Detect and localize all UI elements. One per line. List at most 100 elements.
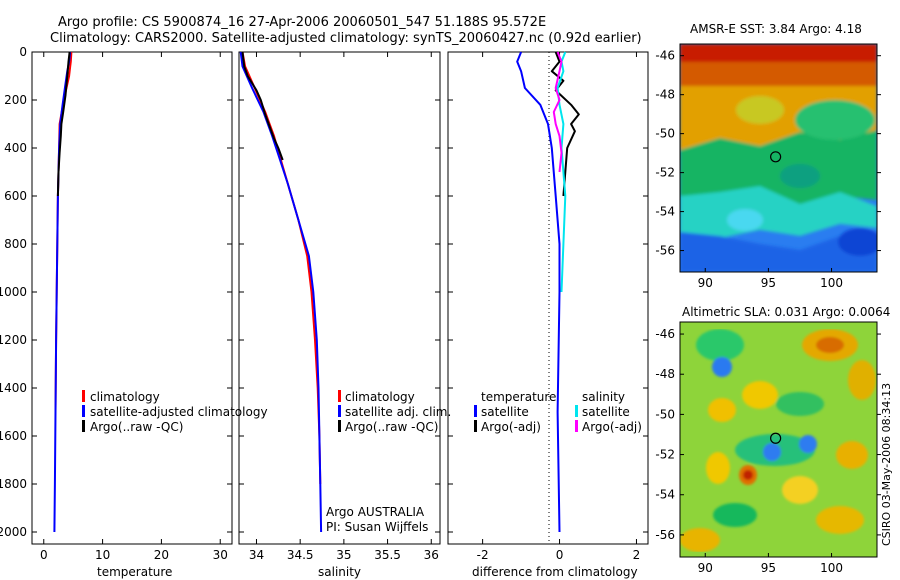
series-line-argo-raw-qc- bbox=[241, 51, 284, 161]
map-x-tick-label: 90 bbox=[698, 276, 713, 290]
x-tick-label: 0 bbox=[556, 548, 564, 562]
temperature-lines bbox=[53, 51, 73, 533]
legend-swatch-argo bbox=[82, 420, 85, 432]
y-tick-label: 1400 bbox=[0, 381, 27, 395]
legend-sal-argo: Argo(-adj) bbox=[582, 420, 642, 434]
legend-temp-argo: Argo(-adj) bbox=[481, 420, 541, 434]
x-tick-label: 20 bbox=[154, 548, 169, 562]
salinity-axes-frame bbox=[238, 51, 441, 545]
csiro-timestamp: CSIRO 03-May-2006 08:34:13 bbox=[880, 383, 893, 546]
map-x-tick-label: 95 bbox=[761, 276, 776, 290]
sla-map-title: Altimetric SLA: 0.031 Argo: 0.0064 bbox=[682, 305, 890, 319]
y-tick-label: 1000 bbox=[0, 285, 27, 299]
y-tick-label: 1800 bbox=[0, 477, 27, 491]
map-x-tick-label: 100 bbox=[820, 561, 843, 575]
y-tick-label: 1600 bbox=[0, 429, 27, 443]
legend-salinity-heading: salinity bbox=[582, 390, 625, 404]
map-y-tick-label: -54 bbox=[655, 488, 675, 502]
series-line-climatology bbox=[241, 51, 322, 485]
x-tick-label: 36 bbox=[424, 548, 439, 562]
series-line-argo-raw-qc- bbox=[56, 51, 71, 197]
map-y-tick-label: -56 bbox=[655, 528, 675, 542]
legend-swatch-temp-satellite bbox=[474, 405, 477, 417]
sst-map-field bbox=[680, 44, 877, 272]
series-line-salinity-argo-adj- bbox=[552, 51, 563, 173]
temperature-ticks: 0 10 20 30 0 200 400 600 800 1000 1200 1400 1600 1800… bbox=[0, 45, 232, 562]
sla-map-frame bbox=[679, 321, 878, 558]
legend-swatch-climatology bbox=[82, 390, 85, 402]
y-tick-label: 800 bbox=[4, 237, 27, 251]
map-y-tick-label: -48 bbox=[655, 88, 675, 102]
salinity-panel: 34 34.5 35 35.5 36 salinity climatology sate… bbox=[238, 51, 451, 579]
annotation-argo-australia: Argo AUSTRALIA bbox=[326, 505, 425, 519]
sla-map-field bbox=[680, 329, 876, 552]
difference-lines bbox=[516, 51, 580, 533]
sst-map-frame bbox=[679, 43, 878, 273]
temperature-axes-frame bbox=[31, 51, 233, 545]
legend-swatch-temp-argo bbox=[474, 420, 477, 432]
header-line2: Climatology: CARS2000. Satellite-adjuste… bbox=[50, 31, 642, 46]
y-tick-label: 1200 bbox=[0, 333, 27, 347]
series-line-salinity-satellite bbox=[556, 51, 567, 293]
y-tick-label: 400 bbox=[4, 141, 27, 155]
map-y-tick-label: -46 bbox=[655, 327, 675, 341]
legend-swatch-satellite bbox=[338, 405, 341, 417]
difference-xlabel: difference from climatology bbox=[472, 565, 638, 579]
y-tick-label: 0 bbox=[19, 45, 27, 59]
y-tick-label: 200 bbox=[4, 93, 27, 107]
legend-temperature-heading: temperature bbox=[481, 390, 556, 404]
salinity-xlabel: salinity bbox=[318, 565, 361, 579]
legend-swatch-satellite bbox=[82, 405, 85, 417]
legend-argo: Argo(..raw -QC) bbox=[90, 420, 183, 434]
y-tick-label: 600 bbox=[4, 189, 27, 203]
header-line1: Argo profile: CS 5900874_16 27-Apr-2006 … bbox=[58, 15, 546, 30]
temperature-panel: 0 10 20 30 0 200 400 600 800 1000 1200 1400 1600 1800… bbox=[0, 45, 268, 579]
map-y-tick-label: -52 bbox=[655, 166, 675, 180]
map-y-tick-label: -50 bbox=[655, 127, 675, 141]
difference-legend: temperature satellite Argo(-adj) salinit… bbox=[474, 390, 642, 434]
legend-climatology: climatology bbox=[90, 390, 160, 404]
x-tick-label: 10 bbox=[95, 548, 110, 562]
sla-map-image bbox=[680, 322, 877, 557]
legend-swatch-argo bbox=[338, 420, 341, 432]
sst-map-ticks: 90 95 100 -46 -48 -50 -52 -54 -56 bbox=[655, 49, 881, 290]
temperature-legend: climatology satellite-adjusted climatolo… bbox=[82, 390, 268, 434]
legend-climatology: climatology bbox=[345, 390, 415, 404]
series-line-temperature-satellite bbox=[516, 51, 561, 533]
map-y-tick-label: -52 bbox=[655, 448, 675, 462]
difference-axes-frame bbox=[447, 51, 649, 545]
legend-temp-satellite: satellite bbox=[481, 405, 529, 419]
x-tick-label: 2 bbox=[633, 548, 641, 562]
sla-map-panel: Altimetric SLA: 0.031 Argo: 0.0064 bbox=[655, 305, 890, 575]
x-tick-label: 34 bbox=[249, 548, 264, 562]
map-y-tick-label: -46 bbox=[655, 49, 675, 63]
series-line-temperature-argo-adj- bbox=[550, 51, 580, 197]
difference-panel: -2 0 2 difference from climatology tempera… bbox=[447, 51, 649, 579]
legend-swatch-sal-satellite bbox=[575, 405, 578, 417]
salinity-legend: climatology satellite adj. clim. Argo(..… bbox=[338, 390, 451, 434]
x-tick-label: 35.5 bbox=[374, 548, 401, 562]
series-line-satellite-adj-clim- bbox=[239, 51, 323, 533]
legend-swatch-sal-argo bbox=[575, 420, 578, 432]
annotation-pi: PI: Susan Wijffels bbox=[326, 520, 428, 534]
x-tick-label: -2 bbox=[477, 548, 489, 562]
map-y-tick-label: -50 bbox=[655, 407, 675, 421]
salinity-ticks: 34 34.5 35 35.5 36 bbox=[239, 51, 440, 562]
y-tick-label: 2000 bbox=[0, 525, 27, 539]
sst-map-panel: AMSR-E SST: 3.84 Argo: 4.18 90 95 100 -46 -4… bbox=[655, 22, 881, 290]
sst-map-title: AMSR-E SST: 3.84 Argo: 4.18 bbox=[690, 22, 862, 36]
argo-float-marker bbox=[770, 432, 782, 444]
legend-sal-satellite: satellite bbox=[582, 405, 630, 419]
x-tick-label: 35 bbox=[336, 548, 351, 562]
legend-satellite-adjusted: satellite-adjusted climatology bbox=[90, 405, 268, 419]
argo-float-marker bbox=[770, 151, 782, 163]
map-y-tick-label: -48 bbox=[655, 367, 675, 381]
map-y-tick-label: -54 bbox=[655, 205, 675, 219]
x-tick-label: 0 bbox=[40, 548, 48, 562]
legend-satellite-adj: satellite adj. clim. bbox=[345, 405, 451, 419]
legend-swatch-climatology bbox=[338, 390, 341, 402]
map-y-tick-label: -56 bbox=[655, 244, 675, 258]
salinity-lines bbox=[239, 51, 323, 533]
temperature-xlabel: temperature bbox=[97, 565, 172, 579]
